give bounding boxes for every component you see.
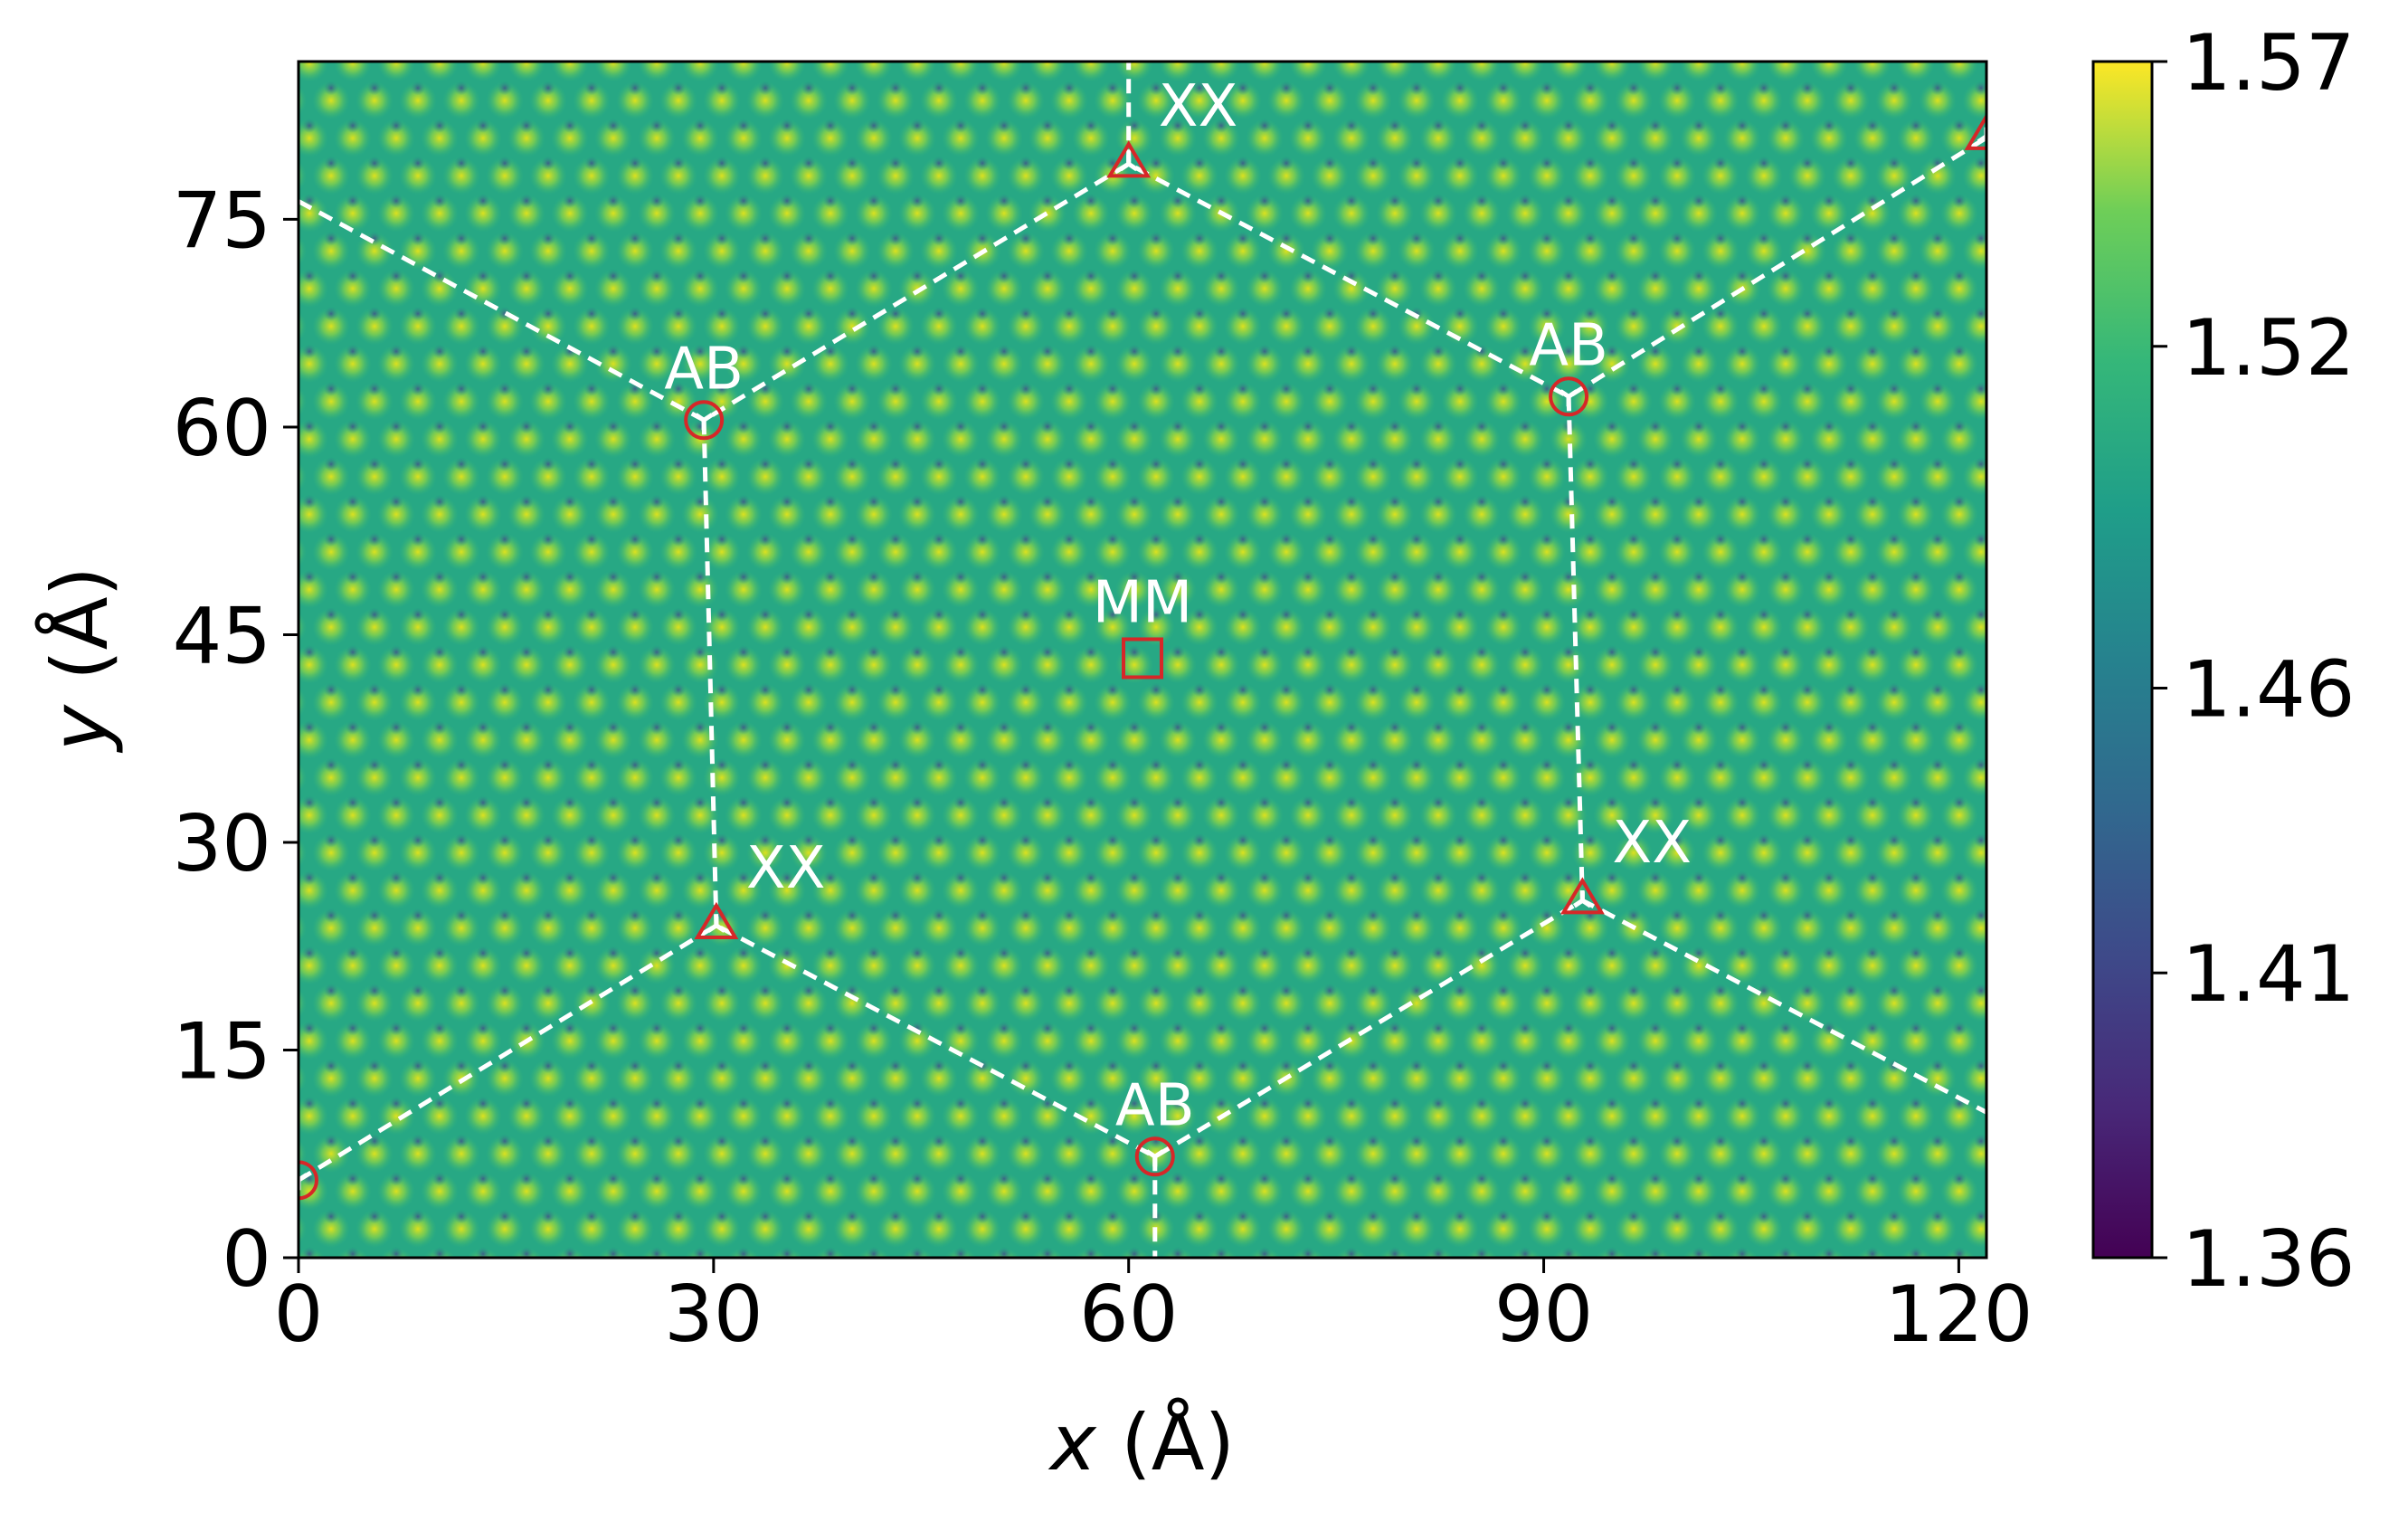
y-tick-label: 45 <box>173 591 271 681</box>
colorbar-ticks: 1.36 1.41 1.46 1.52 1.57 <box>2152 18 2355 1305</box>
stacking-boundary-lines <box>299 62 1986 1258</box>
colorbar-tick-label: 1.41 <box>2182 929 2355 1020</box>
colorbar-tick-label: 1.52 <box>2182 303 2355 394</box>
x-tick-label: 60 <box>1079 1269 1178 1360</box>
ab-stacking-marker <box>684 400 725 441</box>
xx-stacking-marker <box>694 901 739 939</box>
stacking-label-ab: AB <box>1529 312 1608 379</box>
y-tick-label: 30 <box>173 799 271 889</box>
colorbar-tick-label: 1.46 <box>2182 644 2355 735</box>
x-axis: 0 30 60 90 120 <box>274 1258 2033 1360</box>
ab-stacking-glyph <box>1559 389 1578 407</box>
x-tick-label: 90 <box>1494 1269 1593 1360</box>
y-tick-label: 60 <box>173 384 271 474</box>
y-axis: 0 15 30 45 60 75 <box>173 176 299 1305</box>
dashed-boundary-line <box>299 136 1986 423</box>
plot-frame <box>297 60 1988 1260</box>
marker-labels: AB AB AB XX XX XX MM <box>664 73 1692 1139</box>
stacking-label-xx: XX <box>1612 810 1692 877</box>
xx-stacking-marker <box>1106 140 1152 178</box>
mm-stacking-marker <box>1122 637 1163 680</box>
y-tick-label: 0 <box>222 1214 271 1305</box>
xx-stacking-glyph <box>706 916 726 933</box>
ab-stacking-glyph <box>694 413 714 431</box>
ab-stacking-marker <box>299 1160 318 1201</box>
x-tick-label: 30 <box>664 1269 763 1360</box>
x-tick-label: 0 <box>274 1269 324 1360</box>
dashed-boundary-line <box>701 420 719 926</box>
colorbar <box>2091 60 2154 1260</box>
ab-stacking-marker <box>1549 376 1589 417</box>
x-tick-label: 120 <box>1884 1269 2033 1360</box>
y-tick-label: 15 <box>173 1006 271 1097</box>
y-tick-label: 75 <box>173 176 271 266</box>
xx-stacking-glyph <box>1572 891 1592 908</box>
ab-stacking-marker <box>1134 1136 1175 1177</box>
stacking-label-ab: AB <box>1115 1072 1195 1139</box>
xx-stacking-marker <box>1560 877 1605 915</box>
dashed-boundary-line <box>299 898 1986 1183</box>
stacking-label-xx: XX <box>1159 73 1238 140</box>
stacking-label-mm: MM <box>1093 569 1192 636</box>
x-axis-label: x (Å) <box>1048 1397 1235 1488</box>
stacking-label-ab: AB <box>664 336 744 403</box>
dashed-boundary-line <box>1566 396 1585 901</box>
xx-stacking-glyph <box>1119 155 1139 172</box>
colorbar-tick-label: 1.57 <box>2182 18 2355 109</box>
ab-stacking-glyph <box>1145 1149 1165 1167</box>
stacking-label-xx: XX <box>746 835 826 902</box>
xx-stacking-marker <box>1964 112 1986 150</box>
y-axis-label: y (Å) <box>34 566 126 754</box>
colorbar-tick-label: 1.36 <box>2182 1214 2355 1305</box>
